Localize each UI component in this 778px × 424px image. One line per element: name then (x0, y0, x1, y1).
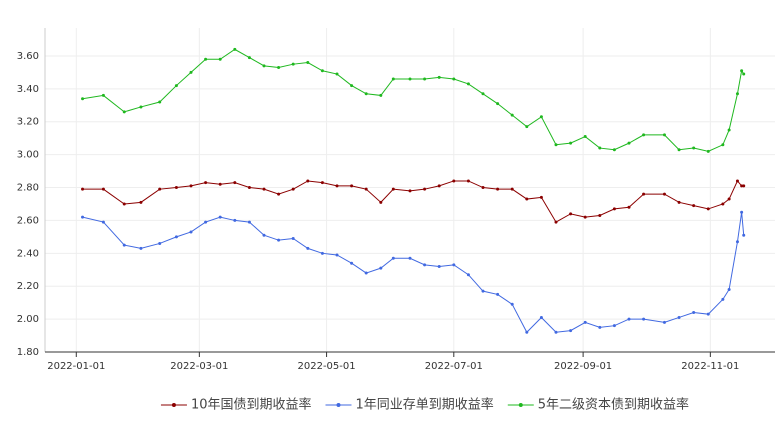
y-tick-label: 3.00 (17, 150, 39, 161)
series-line (81, 47, 746, 153)
legend-item: 10年国债到期收益率 (160, 397, 312, 413)
legend-item: 1年同业存单到期收益率 (325, 397, 494, 413)
legend-dot (518, 403, 523, 407)
y-tick-label: 2.40 (17, 248, 39, 259)
x-tick-label: 2022-03-01 (170, 361, 228, 372)
x-tick-label: 2022-05-01 (298, 361, 356, 372)
y-tick-label: 2.00 (17, 314, 39, 325)
legend-dot (171, 403, 176, 407)
y-tick-label: 2.20 (17, 281, 39, 292)
y-tick-label: 3.40 (17, 84, 39, 95)
legend-item: 5年二级资本债到期收益率 (507, 397, 689, 413)
series-line (81, 179, 746, 224)
y-tick-label: 3.20 (17, 117, 39, 128)
legend-label: 5年二级资本债到期收益率 (538, 397, 689, 413)
legend-dot (336, 403, 341, 407)
legend: 10年国债到期收益率 1年同业存单到期收益率 5年二级资本债到期收益率 (160, 397, 689, 413)
legend-label: 10年国债到期收益率 (191, 397, 312, 413)
x-tick-label: 2022-01-01 (47, 361, 105, 372)
series-line (81, 210, 746, 334)
x-tick-label: 2022-07-01 (425, 361, 483, 372)
x-tick-label: 2022-11-01 (681, 361, 739, 372)
y-tick-label: 2.80 (17, 183, 39, 194)
x-tick-label: 2022-09-01 (554, 361, 612, 372)
legend-label: 1年同业存单到期收益率 (355, 397, 493, 413)
y-tick-label: 2.60 (17, 215, 39, 226)
y-tick-label: 1.80 (17, 347, 39, 358)
y-tick-label: 3.60 (17, 51, 39, 62)
